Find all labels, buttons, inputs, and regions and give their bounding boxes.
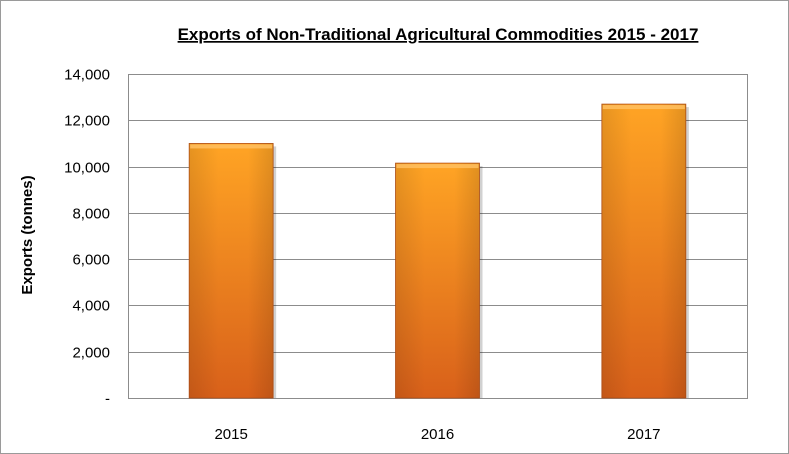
y-tick-label: - [105,391,110,408]
bar-top-highlight [396,164,479,169]
y-tick-label: 4,000 [72,298,110,315]
bar-top-highlight [190,144,273,149]
bars [188,103,689,399]
y-tick-label: 10,000 [64,160,110,177]
plot-area-border [128,74,748,399]
bar-shading [395,163,480,398]
chart-title: Exports of Non-Traditional Agricultural … [178,25,699,44]
y-tick-labels: - 2,000 4,000 6,000 8,000 10,000 12,000 14,000 [64,67,110,408]
y-tick-label: 8,000 [72,206,110,223]
x-tick-label: 2015 [214,426,247,443]
y-tick-label: 2,000 [72,345,110,362]
bar-shading [189,143,274,398]
bar-top-highlight [602,105,685,110]
bar-shading [601,104,686,398]
y-tick-label: 6,000 [72,252,110,269]
x-tick-labels: 2015 2016 2017 [214,426,660,443]
x-tick-label: 2016 [421,426,454,443]
y-tick-label: 14,000 [64,67,110,84]
y-axis-label: Exports (tonnes) [19,175,36,294]
x-tick-label: 2017 [627,426,660,443]
y-tick-label: 12,000 [64,113,110,130]
